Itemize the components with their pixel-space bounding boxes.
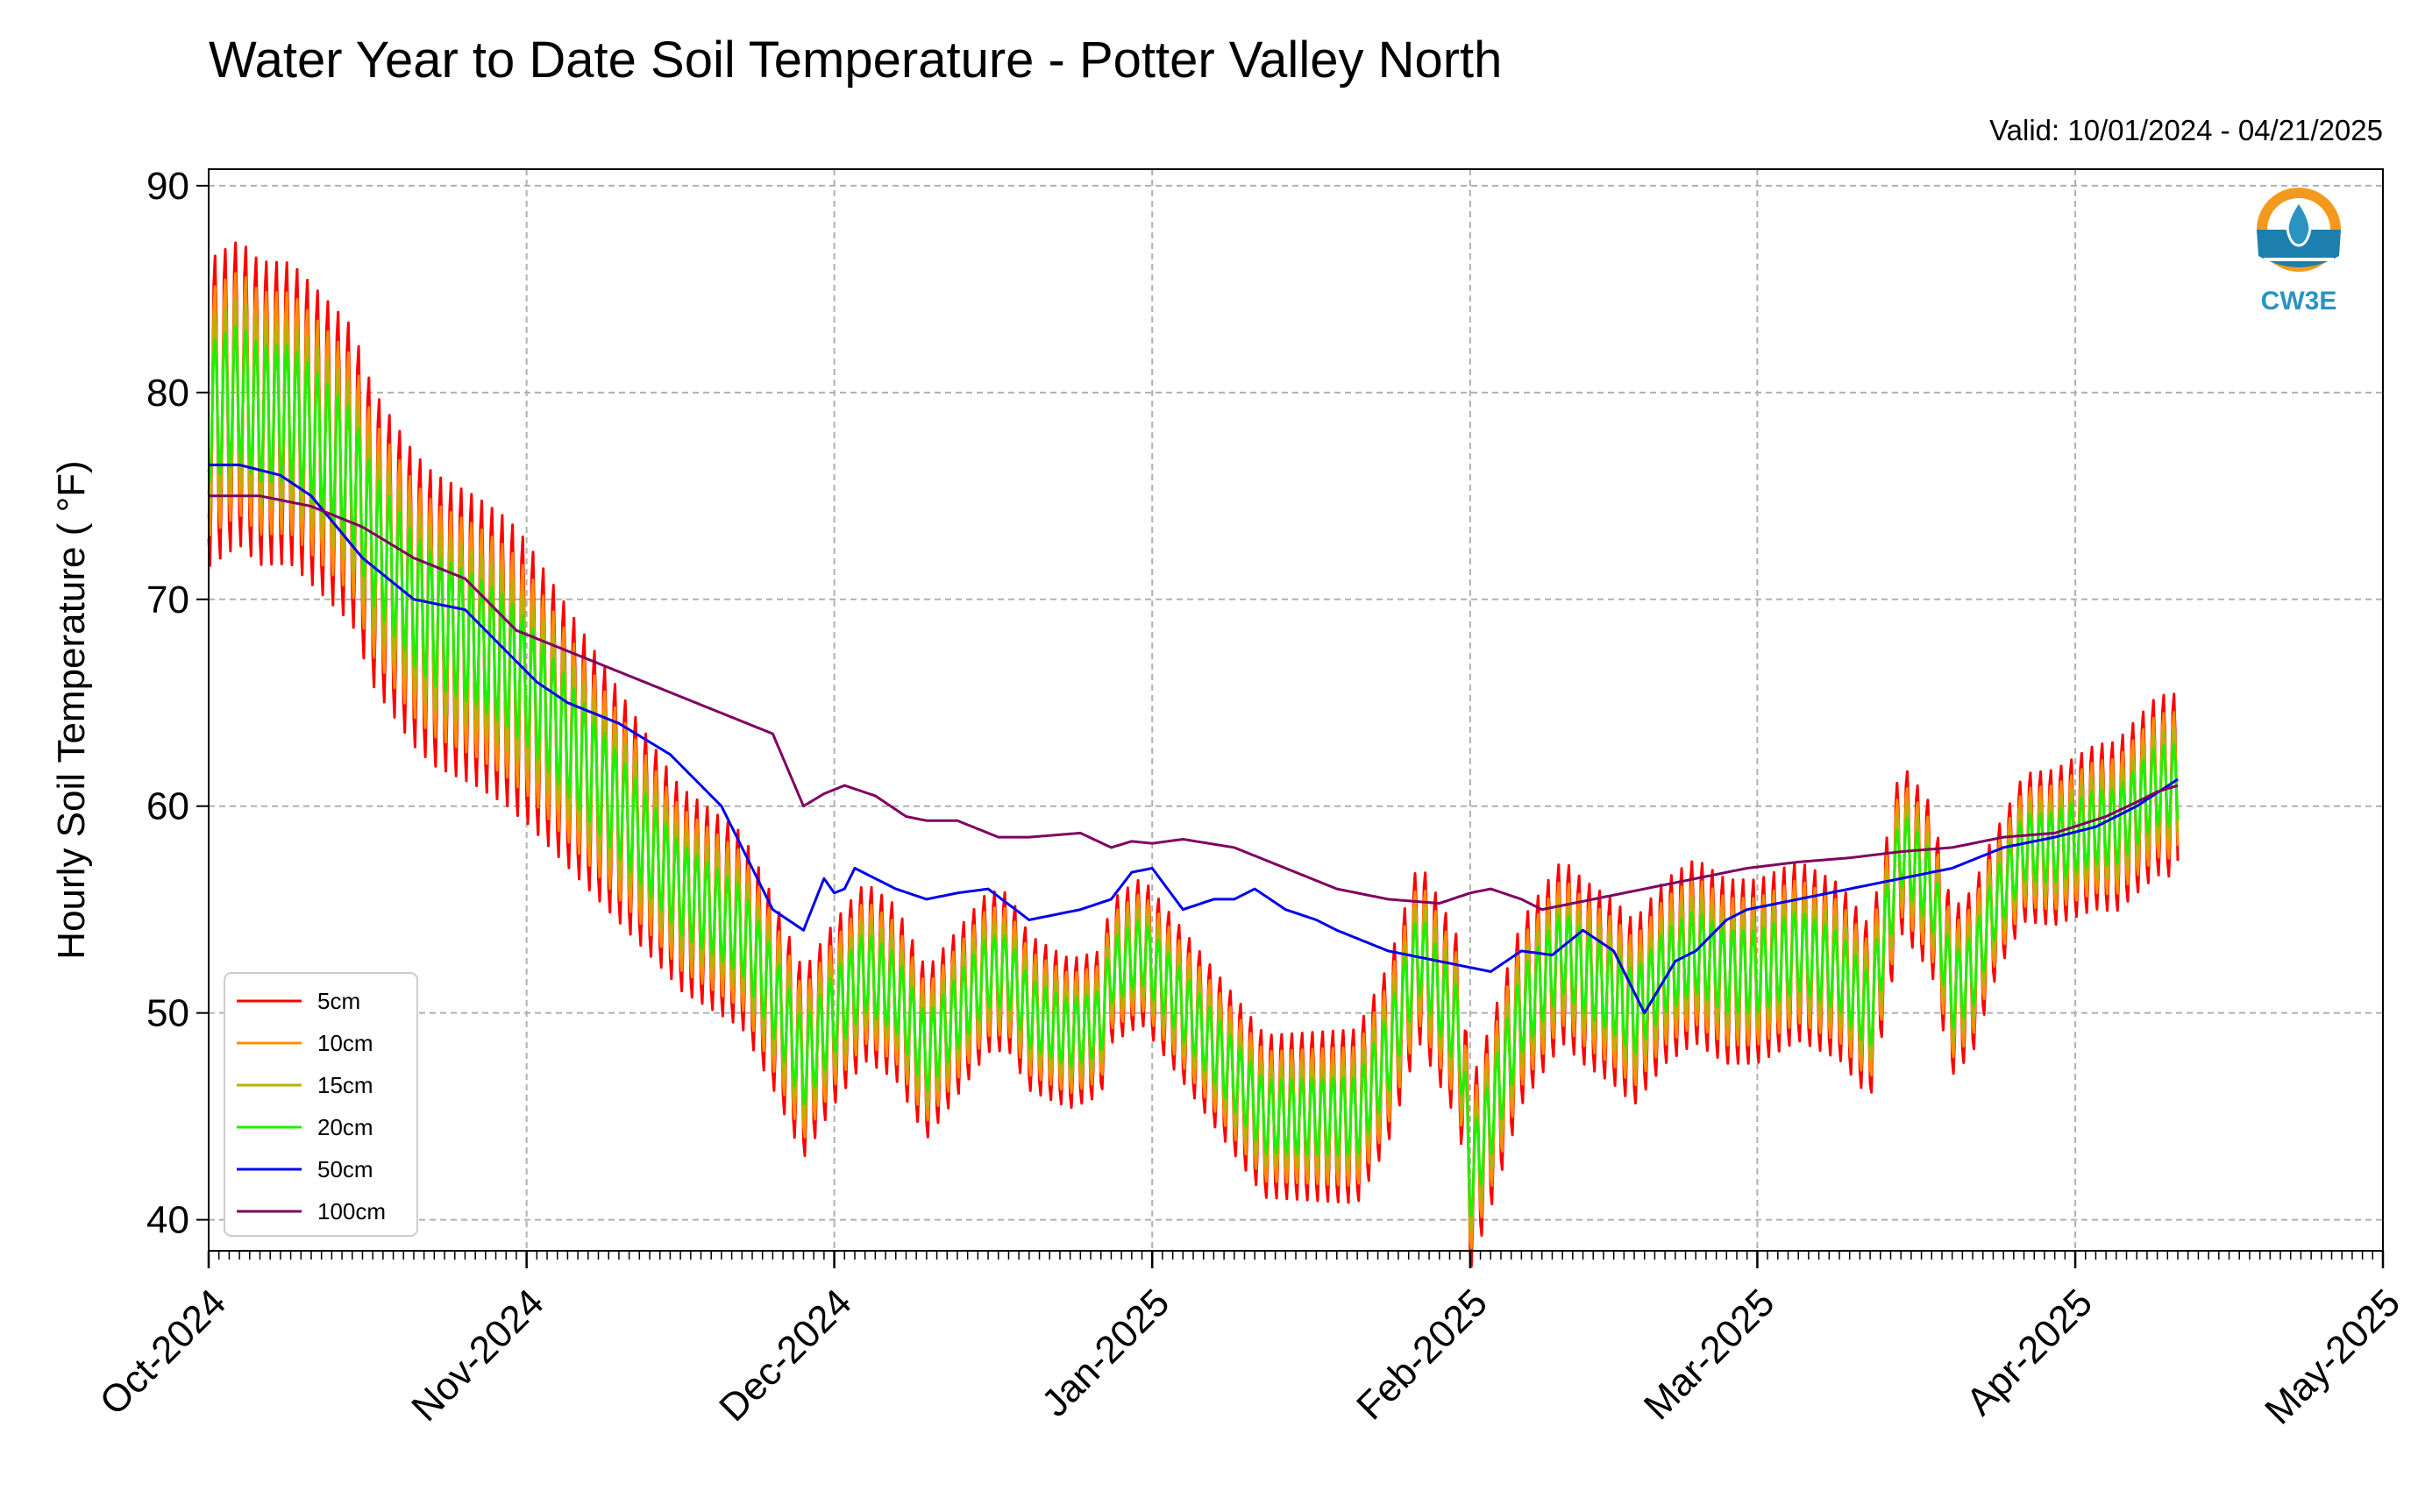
series-line-50cm — [209, 463, 2179, 1015]
y-tick-label: 50 — [146, 992, 189, 1035]
y-tick-label: 40 — [146, 1199, 189, 1242]
series-line-20cm — [207, 325, 2180, 1217]
legend-label-100cm: 100cm — [317, 1198, 386, 1225]
logo-text: CW3E — [2261, 287, 2337, 316]
series-line-10cm — [207, 272, 2180, 1250]
valid-date-range: Valid: 10/01/2024 - 04/21/2025 — [1989, 114, 2383, 146]
series-line-100cm — [209, 494, 2179, 912]
y-tick-label: 60 — [146, 785, 189, 828]
cw3e-logo: CW3E — [2257, 188, 2341, 316]
y-tick-label: 70 — [146, 579, 189, 621]
y-axis-label: Hourly Soil Temperature ( °F) — [50, 460, 93, 959]
series-lines — [207, 241, 2180, 1268]
chart-title: Water Year to Date Soil Temperature - Po… — [209, 32, 1502, 89]
y-tick-label: 80 — [146, 372, 189, 415]
series-line-15cm — [207, 299, 2180, 1233]
legend-label-50cm: 50cm — [317, 1156, 373, 1182]
legend-label-20cm: 20cm — [317, 1114, 373, 1140]
legend: 5cm 10cm 15cm 20cm 50cm 100cm — [224, 972, 418, 1237]
legend-label-15cm: 15cm — [317, 1072, 373, 1098]
y-tick-label: 90 — [146, 165, 189, 208]
logo-drop-icon — [2286, 199, 2312, 247]
legend-label-10cm: 10cm — [317, 1030, 373, 1056]
legend-label-5cm: 5cm — [317, 988, 360, 1014]
